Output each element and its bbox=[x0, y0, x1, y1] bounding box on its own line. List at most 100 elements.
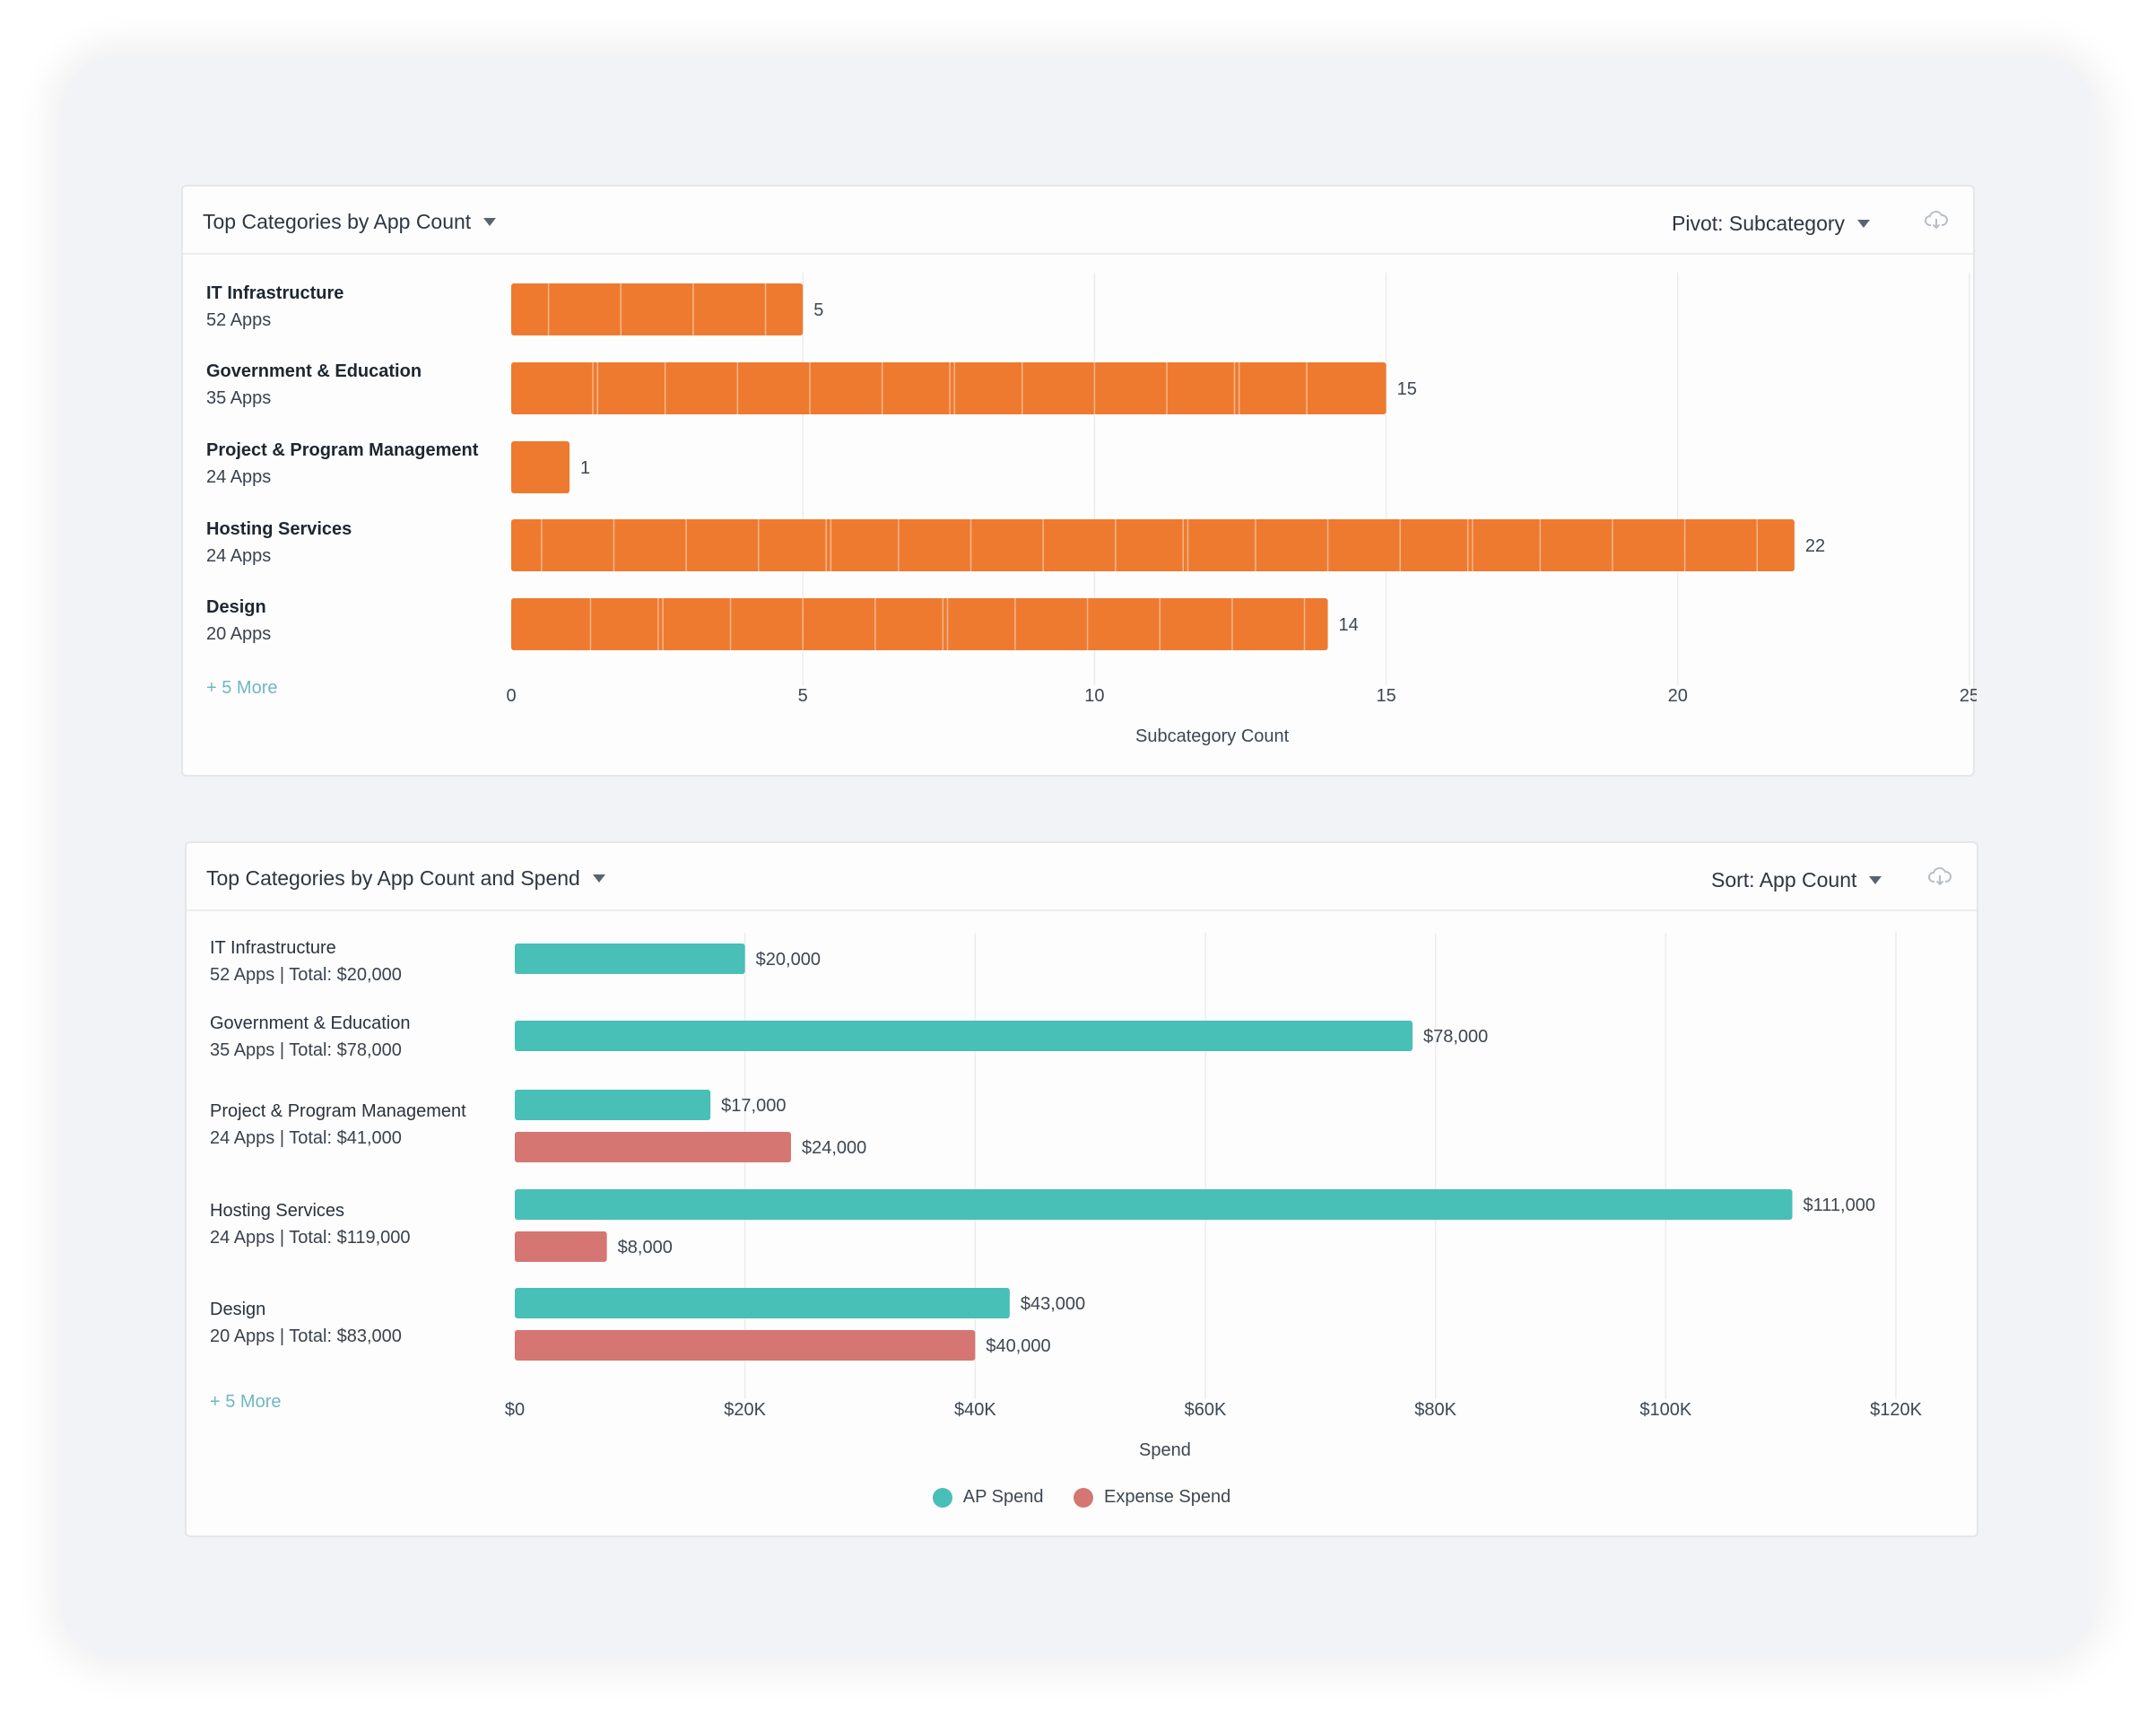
chart-title-dropdown[interactable]: Top Categories by App Count and Spend bbox=[206, 866, 605, 891]
bar-value-label: 22 bbox=[1805, 536, 1825, 556]
legend-dot bbox=[1074, 1487, 1094, 1508]
expense-spend-bar bbox=[515, 1330, 976, 1361]
category-total: 24 Apps | Total: $119,000 bbox=[210, 1228, 411, 1248]
legend-item-ap-spend[interactable]: AP Spend bbox=[932, 1487, 1044, 1508]
category-total: 35 Apps | Total: $78,000 bbox=[210, 1040, 402, 1060]
legend-dot bbox=[932, 1487, 952, 1508]
app-count-card: Top Categories by App Count Pivot: Subca… bbox=[181, 185, 1977, 777]
category-app-count: 52 Apps bbox=[206, 310, 272, 330]
category-name: Project & Program Management bbox=[206, 440, 479, 460]
category-total: 20 Apps | Total: $83,000 bbox=[210, 1326, 402, 1346]
category-name: IT Infrastructure bbox=[210, 938, 336, 958]
x-axis-title: Subcategory Count bbox=[1135, 726, 1290, 746]
bar bbox=[511, 283, 804, 335]
bar-value-label: $78,000 bbox=[1423, 1027, 1488, 1047]
category-label: Hosting Services 24 Apps bbox=[206, 516, 352, 570]
card-header: Top Categories by App Count Pivot: Subca… bbox=[183, 187, 1973, 255]
x-tick-label: $20K bbox=[724, 1400, 766, 1420]
bar-value-label: 15 bbox=[1397, 379, 1417, 399]
bar bbox=[511, 519, 1795, 571]
category-label: Project & Program Management 24 Apps bbox=[206, 437, 478, 491]
category-label: Government & Education 35 Apps | Total: … bbox=[210, 1010, 410, 1064]
x-tick-label: 10 bbox=[1084, 686, 1104, 706]
bar-value-label: $24,000 bbox=[802, 1138, 866, 1158]
bar-value-label: $40,000 bbox=[986, 1336, 1050, 1356]
category-name: Hosting Services bbox=[206, 519, 352, 539]
category-name: Hosting Services bbox=[210, 1201, 345, 1221]
caret-down-icon bbox=[1869, 876, 1882, 884]
category-total: 24 Apps | Total: $41,000 bbox=[210, 1128, 402, 1148]
expense-spend-bar bbox=[515, 1231, 607, 1262]
bar-value-label: $20,000 bbox=[756, 950, 821, 970]
category-app-count: 20 Apps bbox=[206, 624, 272, 644]
x-tick-label: $100K bbox=[1639, 1400, 1691, 1420]
bar-value-label: $111,000 bbox=[1804, 1196, 1875, 1215]
category-app-count: 35 Apps bbox=[206, 388, 272, 408]
legend-label: AP Spend bbox=[962, 1487, 1044, 1507]
bar bbox=[511, 441, 570, 493]
legend-label: Expense Spend bbox=[1104, 1487, 1231, 1507]
category-label: Design 20 Apps | Total: $83,000 bbox=[210, 1296, 402, 1350]
chart-title-dropdown[interactable]: Top Categories by App Count bbox=[203, 210, 497, 234]
ap-spend-bar bbox=[515, 1288, 1010, 1318]
sort-label: Sort: App Count bbox=[1711, 868, 1857, 891]
show-more-link[interactable]: + 5 More bbox=[210, 1392, 282, 1412]
x-tick-label: $80K bbox=[1414, 1400, 1456, 1420]
bar bbox=[511, 598, 1328, 650]
chart-legend: AP Spend Expense Spend bbox=[187, 1487, 1977, 1513]
category-label: Project & Program Management 24 Apps | T… bbox=[210, 1098, 466, 1152]
category-label: IT Infrastructure 52 Apps | Total: $20,0… bbox=[210, 935, 402, 988]
bar bbox=[511, 362, 1387, 414]
x-tick-label: 15 bbox=[1376, 686, 1395, 706]
category-name: Project & Program Management bbox=[210, 1101, 466, 1121]
cloud-download-icon[interactable] bbox=[1928, 866, 1952, 886]
category-app-count: 24 Apps bbox=[206, 546, 272, 566]
legend-item-expense-spend[interactable]: Expense Spend bbox=[1074, 1487, 1230, 1508]
category-label: Design 20 Apps bbox=[206, 594, 271, 648]
x-tick-label: 5 bbox=[798, 686, 808, 706]
app-count-chart: 0 5 10 15 20 25 5 15 1 22 14 bbox=[506, 273, 1977, 706]
expense-spend-bar bbox=[515, 1132, 791, 1162]
category-name: Design bbox=[206, 597, 266, 617]
card-header: Top Categories by App Count and Spend So… bbox=[187, 843, 1977, 911]
category-label: IT Infrastructure 52 Apps bbox=[206, 280, 343, 334]
x-tick-label: 25 bbox=[1960, 686, 1977, 706]
app-spend-card: Top Categories by App Count and Spend So… bbox=[185, 841, 1978, 1537]
x-tick-label: $40K bbox=[954, 1400, 996, 1420]
sort-dropdown[interactable]: Sort: App Count bbox=[1711, 868, 1882, 892]
bar-value-label: 1 bbox=[580, 458, 590, 478]
bar-value-label: $43,000 bbox=[1021, 1294, 1085, 1314]
caret-down-icon bbox=[1857, 220, 1871, 228]
category-name: Design bbox=[210, 1300, 266, 1319]
ap-spend-bar bbox=[515, 944, 745, 974]
ap-spend-bar bbox=[515, 1021, 1413, 1051]
bar-value-label: $17,000 bbox=[721, 1096, 786, 1116]
category-label: Government & Education 35 Apps bbox=[206, 358, 422, 412]
ap-spend-bar bbox=[515, 1189, 1793, 1220]
pivot-label: Pivot: Subcategory bbox=[1672, 212, 1846, 235]
caret-down-icon bbox=[483, 218, 497, 226]
pivot-dropdown[interactable]: Pivot: Subcategory bbox=[1672, 212, 1871, 236]
bar-value-label: $8,000 bbox=[618, 1238, 673, 1257]
x-tick-label: $120K bbox=[1870, 1400, 1922, 1420]
category-name: Government & Education bbox=[206, 361, 422, 381]
cloud-download-icon[interactable] bbox=[1925, 210, 1948, 230]
ap-spend-bar bbox=[515, 1090, 711, 1120]
category-label: Hosting Services 24 Apps | Total: $119,0… bbox=[210, 1197, 411, 1251]
chart-title: Top Categories by App Count bbox=[203, 210, 472, 233]
x-tick-label: $60K bbox=[1185, 1400, 1227, 1420]
category-name: IT Infrastructure bbox=[206, 283, 344, 303]
category-app-count: 24 Apps bbox=[206, 467, 272, 487]
app-spend-chart: $0 $20K $40K $60K $80K $100K $120K $20,000 $78,0… bbox=[505, 933, 1923, 1420]
chart-title: Top Categories by App Count and Spend bbox=[206, 866, 580, 890]
bar-value-label: 14 bbox=[1339, 615, 1359, 635]
x-tick-label: $0 bbox=[505, 1400, 525, 1420]
show-more-link[interactable]: + 5 More bbox=[206, 678, 278, 698]
caret-down-icon bbox=[592, 874, 605, 883]
x-tick-label: 0 bbox=[506, 686, 516, 706]
bar-value-label: 5 bbox=[813, 300, 823, 320]
x-axis-title: Spend bbox=[1139, 1440, 1191, 1460]
category-total: 52 Apps | Total: $20,000 bbox=[210, 965, 402, 985]
x-tick-label: 20 bbox=[1668, 686, 1688, 706]
category-name: Government & Education bbox=[210, 1013, 411, 1033]
